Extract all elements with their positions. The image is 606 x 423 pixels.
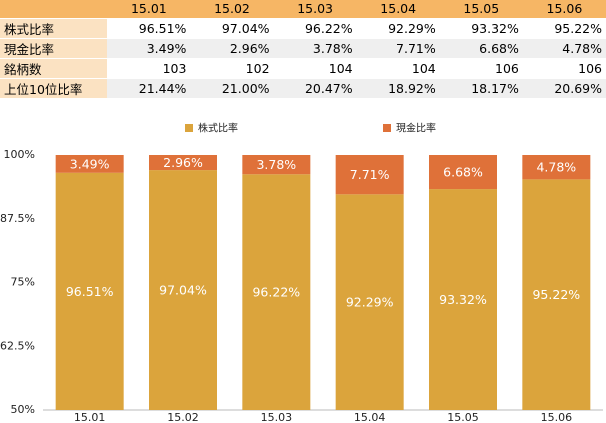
- cell: 96.22%: [273, 18, 357, 39]
- value-label: 7.71%: [350, 167, 390, 182]
- table-row: 上位10位比率 21.44% 21.00% 20.47% 18.92% 18.17% 20.…: [0, 78, 606, 99]
- bar-segment: [55, 155, 124, 173]
- y-tick-label: 50%: [11, 403, 35, 416]
- bar-segment: [55, 172, 124, 410]
- bar-segment: [335, 155, 404, 195]
- column-header: 15.04: [356, 0, 440, 19]
- cell: 6.68%: [439, 38, 523, 59]
- bar-segment: [149, 170, 217, 410]
- cell: 92.29%: [356, 18, 440, 39]
- bar-segment: [522, 155, 591, 180]
- legend-swatch: [185, 124, 193, 132]
- legend-label: 株式比率: [198, 122, 238, 135]
- y-tick-label: 75%: [11, 276, 35, 289]
- x-tick-label: 15.06: [541, 411, 573, 423]
- bar-segment: [242, 155, 311, 175]
- value-label: 2.96%: [163, 155, 203, 170]
- column-header: 15.01: [107, 0, 191, 19]
- value-label: 96.51%: [66, 284, 114, 299]
- cell: 95.22%: [522, 18, 606, 39]
- value-label: 92.29%: [346, 295, 394, 310]
- cell: 106: [439, 58, 523, 79]
- cell: 96.51%: [107, 18, 191, 39]
- row-label: 現金比率: [0, 38, 108, 59]
- value-label: 3.78%: [256, 157, 296, 172]
- legend-label: 現金比率: [396, 122, 436, 135]
- cell: 104: [356, 58, 440, 79]
- column-header: 15.02: [190, 0, 274, 19]
- table-row: 現金比率 3.49% 2.96% 3.78% 7.71% 6.68% 4.78%: [0, 38, 606, 59]
- value-label: 97.04%: [159, 283, 207, 298]
- cell: 3.78%: [273, 38, 357, 59]
- bar-segment: [429, 189, 497, 410]
- value-label: 4.78%: [536, 160, 576, 175]
- header-row: 15.01 15.02 15.03 15.04 15.05 15.06: [0, 0, 606, 19]
- x-tick-label: 15.05: [447, 411, 479, 423]
- row-label: 上位10位比率: [0, 78, 108, 99]
- cell: 104: [273, 58, 357, 79]
- value-label: 6.68%: [443, 165, 483, 180]
- cell: 97.04%: [190, 18, 274, 39]
- cell: 106: [522, 58, 606, 79]
- y-tick-label: 62.5%: [0, 339, 35, 352]
- cell: 93.32%: [439, 18, 523, 39]
- cell: 21.00%: [190, 78, 274, 99]
- data-table: 15.01 15.02 15.03 15.04 15.05 15.06 株式比率 96.51%…: [0, 0, 606, 99]
- cell: 4.78%: [522, 38, 606, 59]
- value-label: 96.22%: [252, 285, 300, 300]
- value-label: 3.49%: [70, 156, 110, 171]
- value-label: 93.32%: [439, 292, 487, 307]
- corner-cell: [0, 0, 108, 19]
- value-label: 95.22%: [532, 287, 580, 302]
- cell: 102: [190, 58, 274, 79]
- legend-swatch: [383, 124, 391, 132]
- x-tick-label: 15.01: [74, 411, 106, 423]
- column-header: 15.05: [439, 0, 523, 19]
- table-row: 株式比率 96.51% 97.04% 96.22% 92.29% 93.32% 95.22%: [0, 18, 606, 39]
- bar-segment: [522, 179, 591, 410]
- bar-segment: [429, 155, 497, 190]
- row-label: 銘柄数: [0, 58, 108, 79]
- cell: 3.49%: [107, 38, 191, 59]
- y-tick-label: 87.5%: [0, 212, 35, 225]
- x-tick-label: 15.02: [167, 411, 199, 423]
- cell: 20.69%: [522, 78, 606, 99]
- x-tick-label: 15.04: [354, 411, 386, 423]
- row-label: 株式比率: [0, 18, 108, 39]
- bar-segment: [242, 174, 311, 410]
- bar-segment: [335, 194, 404, 410]
- cell: 20.47%: [273, 78, 357, 99]
- column-header: 15.03: [273, 0, 357, 19]
- x-tick-label: 15.03: [261, 411, 293, 423]
- column-header: 15.06: [522, 0, 606, 19]
- bar-segment: [149, 155, 217, 171]
- cell: 2.96%: [190, 38, 274, 59]
- cell: 21.44%: [107, 78, 191, 99]
- table-row: 銘柄数 103 102 104 104 106 106: [0, 58, 606, 79]
- cell: 103: [107, 58, 191, 79]
- y-tick-label: 100%: [4, 148, 35, 161]
- cell: 18.92%: [356, 78, 440, 99]
- cell: 18.17%: [439, 78, 523, 99]
- cell: 7.71%: [356, 38, 440, 59]
